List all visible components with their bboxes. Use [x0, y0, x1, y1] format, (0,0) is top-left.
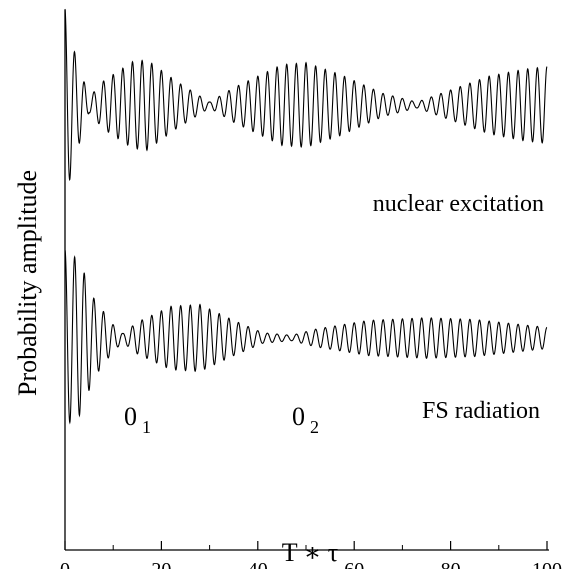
annotation-0-1-main: 0 [124, 402, 137, 431]
x-tick-label-20: 20 [151, 559, 171, 569]
trace-label-nuclear-excitation: nuclear excitation [373, 191, 544, 217]
trace-fs-radiation [64, 249, 548, 425]
annotation-0-1-sub: 1 [142, 417, 151, 437]
x-axis-title: T ∗ τ [282, 538, 339, 567]
x-ticks: 0 20 40 60 80 100 [60, 541, 562, 569]
x-tick-label-40: 40 [248, 559, 268, 569]
axes [64, 10, 549, 551]
trace-label-fs-radiation: FS radiation [422, 398, 540, 424]
traces [64, 8, 548, 425]
x-tick-label-60: 60 [344, 559, 364, 569]
y-axis-title: Probability amplitude [13, 170, 42, 396]
annotation-0-2-main: 0 [292, 402, 305, 431]
trace-nuclear-excitation [64, 8, 548, 181]
annotation-0-2-sub: 2 [310, 417, 319, 437]
x-tick-label-0: 0 [60, 559, 70, 569]
x-tick-label-80: 80 [441, 559, 461, 569]
x-tick-label-100: 100 [532, 559, 562, 569]
